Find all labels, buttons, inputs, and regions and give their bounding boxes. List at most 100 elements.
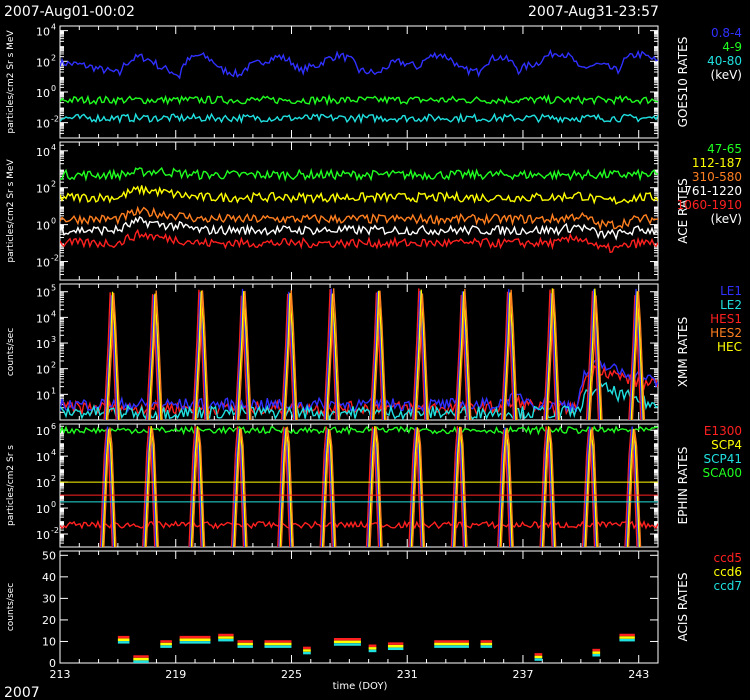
- y-tick-label: 10: [36, 56, 50, 69]
- end-time: 2007-Aug31-23:57: [528, 4, 659, 20]
- y-tick-exponent: 5: [51, 284, 56, 293]
- series-line: [60, 48, 658, 80]
- peak-trace: [327, 288, 341, 420]
- y-tick-label: 10: [36, 257, 50, 270]
- y-tick-exponent: 2: [51, 53, 56, 62]
- peak-trace: [147, 294, 161, 420]
- peak-trace: [372, 290, 386, 420]
- peak-trace: [624, 429, 638, 547]
- peak-trace: [277, 426, 291, 547]
- panel-frame: [59, 141, 659, 281]
- y-tick-exponent: 4: [51, 448, 56, 457]
- peak-trace: [278, 428, 292, 547]
- peak-trace: [411, 428, 426, 547]
- y-tick-label: 20: [42, 614, 56, 627]
- peak-trace: [367, 428, 381, 547]
- peak-trace: [543, 427, 557, 547]
- legend-entry: ccd5: [714, 551, 742, 565]
- legend-entry: HES1: [710, 312, 742, 326]
- series-line: [60, 519, 658, 530]
- peak-trace: [279, 427, 293, 547]
- peak-trace: [586, 289, 601, 420]
- legend-entry: ccd6: [714, 565, 742, 579]
- y-tick-exponent: 1: [51, 386, 56, 395]
- peak-trace: [453, 426, 467, 547]
- legend-entry: 1060-1910: [677, 198, 742, 212]
- y-tick-label: 30: [42, 592, 56, 605]
- peak-trace: [142, 426, 156, 547]
- panel-frame: [59, 283, 659, 421]
- legend-entry: 0.8-4: [711, 26, 742, 40]
- peak-trace: [369, 292, 384, 420]
- peak-trace: [585, 290, 600, 420]
- peak-trace: [238, 290, 252, 420]
- peak-trace: [543, 289, 557, 420]
- panel-title: GOES10 RATES: [676, 37, 690, 128]
- y-axis-label: particles/cm2 Sr s MeV: [6, 159, 16, 263]
- series-line: [60, 93, 658, 107]
- legend-entry: (keV): [711, 68, 742, 82]
- y-tick-exponent: 0: [51, 500, 56, 509]
- peak-trace: [412, 288, 426, 420]
- peak-trace: [99, 428, 113, 547]
- peak-trace: [282, 291, 296, 420]
- peak-trace: [369, 426, 383, 547]
- peak-trace: [454, 426, 468, 547]
- y-tick-label: 0: [49, 657, 56, 670]
- x-tick-label: 225: [281, 668, 302, 681]
- panel-title: XMM RATES: [676, 317, 690, 387]
- peak-trace: [104, 295, 119, 420]
- peak-trace: [588, 288, 602, 420]
- y-tick-exponent: 0: [51, 84, 56, 93]
- legend-entry: 47-65: [707, 142, 742, 156]
- peak-trace: [370, 291, 385, 420]
- peak-trace: [628, 295, 642, 420]
- y-axis-label: particles/cm2 Sr s MeV: [6, 30, 16, 134]
- peak-trace: [323, 289, 337, 420]
- legend-entry: SCP4: [711, 438, 742, 452]
- y-tick-label: 10: [36, 183, 50, 196]
- y-tick-exponent: -2: [51, 115, 59, 124]
- y-tick-exponent: 4: [51, 23, 56, 32]
- peak-trace: [541, 426, 556, 547]
- peak-trace: [324, 288, 338, 420]
- peak-trace: [237, 291, 251, 420]
- peak-trace: [189, 428, 203, 547]
- peak-trace: [413, 291, 427, 420]
- panel-frame: [59, 423, 659, 548]
- peak-trace: [504, 289, 518, 420]
- peak-trace: [499, 429, 513, 547]
- peak-trace: [235, 288, 250, 420]
- peak-trace: [143, 428, 157, 547]
- peak-trace: [589, 295, 603, 420]
- peak-trace: [148, 293, 162, 420]
- legend-entry: LE1: [720, 284, 742, 298]
- series-line: [60, 205, 658, 231]
- y-tick-label: 10: [36, 312, 50, 325]
- peak-trace: [144, 426, 158, 547]
- y-tick-label: 10: [36, 389, 50, 402]
- peak-trace: [107, 292, 121, 420]
- x-tick-label: 237: [512, 668, 533, 681]
- data-layer: [60, 288, 658, 420]
- peak-trace: [408, 428, 422, 547]
- peak-trace: [192, 289, 206, 420]
- legend-entry: ccd7: [714, 579, 742, 593]
- peak-trace: [450, 426, 465, 547]
- peak-trace: [629, 288, 643, 420]
- y-axis-label: particles/cm2 Sr s: [6, 445, 16, 526]
- peak-trace: [451, 428, 466, 547]
- legend-entry: 4-9: [722, 40, 742, 54]
- x-axis-label: time (DOY): [333, 681, 388, 692]
- peak-trace: [631, 290, 646, 420]
- peak-trace: [410, 427, 424, 547]
- peak-trace: [540, 429, 554, 547]
- panel-frame: [59, 25, 659, 139]
- peak-trace: [455, 291, 470, 420]
- y-tick-label: 10: [36, 220, 50, 233]
